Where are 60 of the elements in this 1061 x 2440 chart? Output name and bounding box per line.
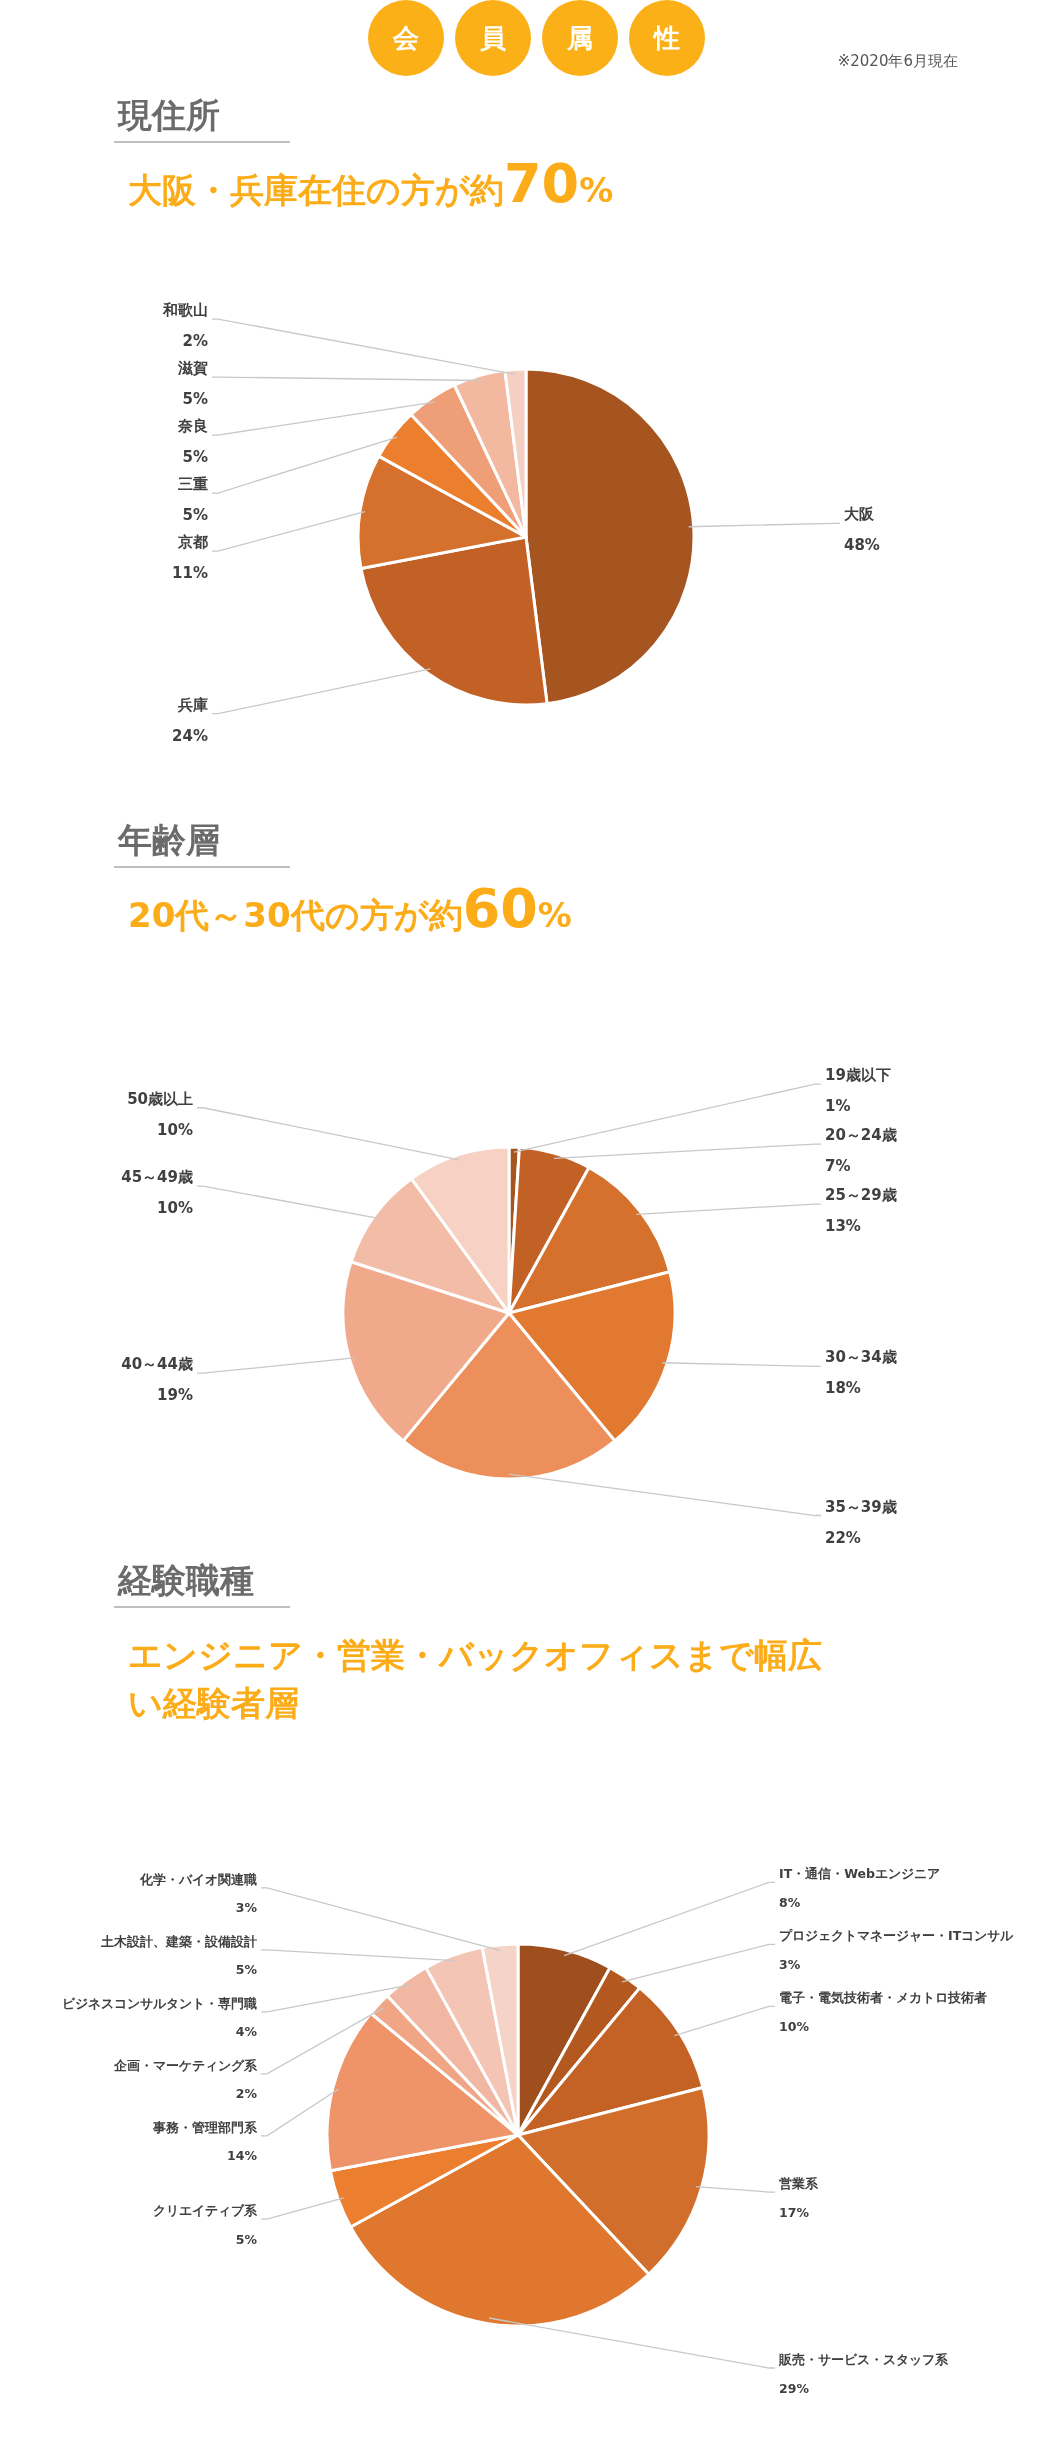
chart-title: 年齢層 <box>117 820 220 860</box>
chart-subtitle: 20代～30代の方が約60% <box>128 877 572 940</box>
data-label: 18% <box>825 1379 861 1398</box>
data-label: 29% <box>779 2380 810 2396</box>
chart-subtitle: 大阪・兵庫在住の方が約70% <box>128 152 614 215</box>
data-label: 10% <box>157 1120 193 1139</box>
data-label: 22% <box>825 1528 861 1547</box>
data-label: 14% <box>227 2148 258 2164</box>
slice-label: 35～39歳 <box>825 1497 897 1516</box>
data-label: 5% <box>182 506 208 525</box>
slice-label: 25～29歳 <box>825 1186 897 1205</box>
data-label: 4% <box>235 2024 258 2040</box>
slice-label: 40～44歳 <box>121 1355 193 1374</box>
slice-label: 土木設計、建築・設備設計 <box>100 1933 257 1949</box>
slice-label: 45～49歳 <box>121 1168 193 1187</box>
slice-label: 滋賀 <box>177 359 208 378</box>
data-label: 7% <box>825 1157 851 1176</box>
data-label: 17% <box>779 2204 810 2220</box>
data-label: 10% <box>157 1199 193 1218</box>
data-label: 19% <box>157 1386 193 1405</box>
slice-label: 奈良 <box>177 417 208 436</box>
data-label: 48% <box>844 536 880 555</box>
data-label: 11% <box>172 564 208 583</box>
data-label: 13% <box>825 1217 861 1236</box>
data-label: 5% <box>182 390 208 409</box>
data-label: 2% <box>235 2086 258 2102</box>
slice-label: 電子・電気技術者・メカトロ技術者 <box>779 1990 987 2006</box>
slice-label: 兵庫 <box>177 695 208 714</box>
data-label: 24% <box>172 726 208 745</box>
chart-title: 経験職種 <box>117 1560 254 1600</box>
slice-label: IT・通信・Webエンジニア <box>779 1866 940 1882</box>
text: 会員属性 <box>393 23 680 53</box>
slice-label: 20～24歳 <box>825 1126 897 1145</box>
slice-label: 営業系 <box>779 2176 819 2192</box>
slice-label: 30～34歳 <box>825 1348 897 1367</box>
data-label: 10% <box>779 2018 810 2034</box>
slice-label: 50歳以上 <box>127 1089 193 1108</box>
data-label: 5% <box>235 1962 258 1978</box>
slice-label: 和歌山 <box>162 301 208 320</box>
data-label: 3% <box>779 1956 801 1972</box>
slice-label: ビジネスコンサルタント・専門職 <box>62 1995 257 2011</box>
slice-label: プロジェクトマネージャー・ITコンサル <box>779 1928 1015 1944</box>
slice-label: 事務・管理部門系 <box>152 2119 258 2135</box>
slice-label: 企画・マーケティング系 <box>113 2057 258 2073</box>
text: ※2020年6月現在 <box>837 52 958 70</box>
slice-label: 19歳以下 <box>825 1066 891 1085</box>
data-label: 3% <box>235 1900 258 1916</box>
data-label: 2% <box>182 332 208 351</box>
slice-label: 化学・バイオ関連職 <box>139 1871 257 1887</box>
slice-label: 販売・サービス・スタッフ系 <box>778 2352 949 2368</box>
data-label: 8% <box>779 1894 801 1910</box>
slice-label: クリエイティブ系 <box>153 2203 258 2219</box>
data-label: 1% <box>825 1097 851 1116</box>
slice-label: 京都 <box>177 533 208 552</box>
chart-title: 現住所 <box>117 95 220 135</box>
data-label: 5% <box>235 2231 258 2247</box>
slice-label: 大阪 <box>844 505 875 524</box>
data-label: 5% <box>182 448 208 467</box>
chart-subtitle: エンジニア・営業・バックオフィスまで幅広い経験者層 <box>128 1635 822 1723</box>
slice-label: 三重 <box>178 475 208 494</box>
